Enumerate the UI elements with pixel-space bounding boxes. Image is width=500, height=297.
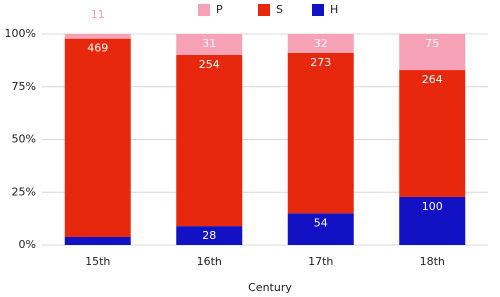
bar-segment bbox=[176, 226, 243, 245]
bar-segment bbox=[64, 38, 131, 237]
legend-swatch bbox=[198, 4, 210, 16]
x-tick-label: 16th bbox=[197, 255, 222, 268]
legend-swatch bbox=[312, 4, 324, 16]
data-label: 264 bbox=[422, 73, 443, 86]
data-label: 54 bbox=[314, 216, 328, 229]
bar-segment bbox=[399, 70, 466, 197]
y-tick-label: 50% bbox=[12, 133, 36, 146]
bar-segment bbox=[64, 236, 131, 245]
legend-swatch bbox=[258, 4, 270, 16]
x-tick-label: 18th bbox=[420, 255, 445, 268]
data-label: 31 bbox=[202, 37, 216, 50]
bar-segment bbox=[176, 34, 243, 55]
data-label: 75 bbox=[425, 37, 439, 50]
legend-label: H bbox=[330, 3, 338, 16]
bar-segment bbox=[399, 34, 466, 71]
legend-label: S bbox=[276, 3, 283, 16]
legend-label: P bbox=[216, 3, 223, 16]
data-label: 469 bbox=[87, 42, 108, 55]
data-label: 11 bbox=[91, 8, 105, 21]
bar-segment bbox=[287, 213, 354, 245]
y-tick-label: 100% bbox=[5, 27, 36, 40]
data-label: 273 bbox=[310, 56, 331, 69]
x-axis-title: Century bbox=[248, 281, 292, 294]
data-label: 100 bbox=[422, 200, 443, 213]
bar-segment bbox=[287, 34, 354, 53]
y-tick-label: 75% bbox=[12, 80, 36, 93]
y-tick-label: 0% bbox=[19, 238, 36, 251]
bar-segment bbox=[176, 54, 243, 227]
bar-segment bbox=[287, 52, 354, 214]
data-label: 28 bbox=[202, 229, 216, 242]
y-tick-label: 25% bbox=[12, 185, 36, 198]
data-label: 32 bbox=[314, 37, 328, 50]
bar-segment bbox=[64, 34, 131, 39]
x-tick-label: 15th bbox=[85, 255, 110, 268]
bar-segment bbox=[399, 196, 466, 245]
data-label: 254 bbox=[199, 58, 220, 71]
x-tick-label: 17th bbox=[308, 255, 333, 268]
